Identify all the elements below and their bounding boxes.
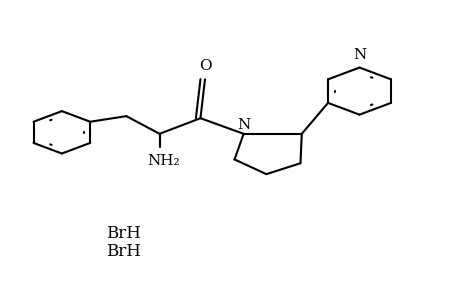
Text: BrH: BrH: [106, 243, 140, 260]
Text: N: N: [236, 118, 250, 132]
Text: O: O: [198, 59, 211, 73]
Text: N: N: [352, 48, 365, 62]
Text: NH₂: NH₂: [146, 154, 179, 168]
Text: BrH: BrH: [106, 225, 140, 242]
